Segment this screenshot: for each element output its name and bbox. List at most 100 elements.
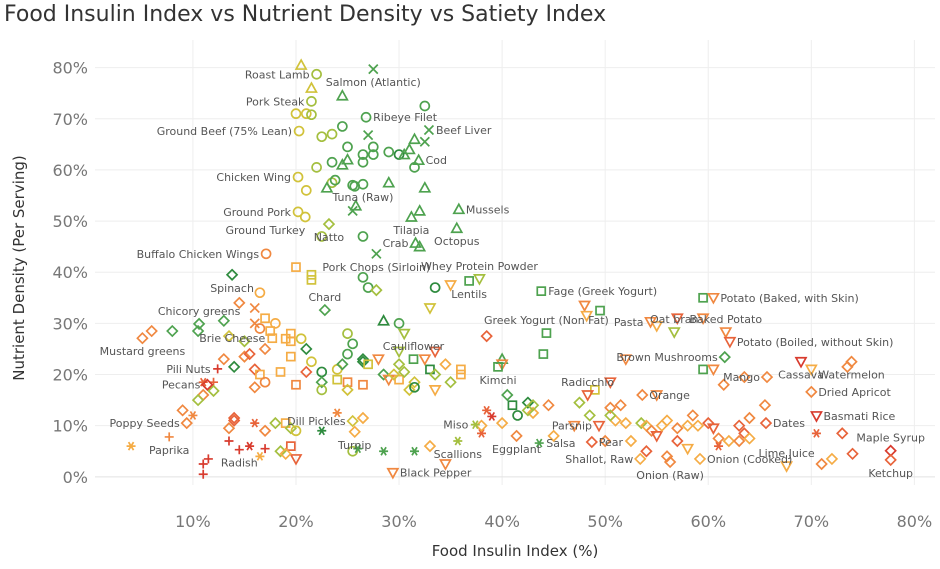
data-point-circle (316, 384, 328, 396)
y-tick-label: 40% (52, 263, 88, 282)
point-label: Ketchup (868, 467, 913, 480)
point-label: Chicory greens (158, 305, 241, 318)
data-point-cross (423, 124, 435, 136)
data-point-square (267, 333, 278, 344)
data-point-asterisk (477, 428, 487, 438)
data-point-triangle (349, 198, 363, 211)
point-label: Chicken Wing (216, 171, 291, 184)
data-point-diamond (408, 375, 421, 389)
data-point-diamond (836, 427, 849, 440)
data-point-diamond (671, 434, 684, 448)
point-label: Lentils (451, 288, 487, 301)
data-point-circle (393, 318, 405, 329)
data-point-circle (360, 111, 372, 123)
point-label: Onion (Cooked) (707, 453, 792, 466)
data-point-diamond (370, 283, 383, 297)
data-point-inverted-triangle (397, 328, 411, 341)
data-point-diamond (269, 416, 282, 430)
data-point-diamond (846, 447, 859, 461)
point-label: Pili Nuts (166, 363, 211, 376)
data-point-diamond (192, 317, 206, 331)
data-point-diamond (681, 419, 694, 432)
data-point-diamond (640, 445, 653, 458)
data-point-plus (198, 459, 208, 469)
data-point-diamond (222, 422, 236, 435)
data-point-cross (249, 302, 260, 314)
data-point-asterisk (245, 441, 255, 451)
data-point-diamond (663, 455, 677, 469)
data-point-triangle (335, 89, 349, 101)
point-label: Turnip (337, 439, 371, 452)
data-point-inverted-triangle (650, 431, 664, 443)
data-point-diamond (315, 375, 328, 389)
data-point-diamond (884, 453, 897, 467)
point-label: Basmati Rice (823, 410, 895, 423)
x-tick-label: 10% (175, 512, 211, 531)
data-point-diamond (238, 335, 251, 348)
data-point-plus (234, 445, 244, 455)
data-point-diamond (805, 385, 818, 399)
data-point-circle (254, 287, 266, 299)
data-point-asterisk (410, 446, 420, 456)
data-point-square (285, 351, 296, 362)
point-label: Natto (314, 231, 345, 244)
data-point-circle (362, 282, 374, 293)
point-labels: Roast Lamb Salmon (Atlantic) Pork Steak Gro… (100, 68, 925, 482)
point-label: Oat bran (650, 313, 698, 326)
x-tick-label: 20% (278, 512, 314, 531)
data-point-plus (224, 436, 234, 446)
data-point-inverted-triangle (723, 336, 737, 349)
x-tick-label: 70% (794, 512, 830, 531)
point-label: Pork Chops (Sirloin) (322, 261, 430, 274)
y-tick-label: 70% (52, 110, 88, 129)
data-point-asterisk (188, 410, 198, 420)
point-label: Potato (Baked, with Skin) (720, 292, 858, 305)
data-point-diamond (322, 217, 336, 231)
data-point-square (285, 441, 296, 451)
data-point-diamond (686, 409, 699, 422)
data-point-inverted-triangle (371, 354, 385, 366)
data-points (126, 58, 897, 480)
data-point-diamond (439, 358, 452, 371)
point-label: Dill Pickles (287, 415, 346, 428)
data-point-circle (367, 141, 379, 153)
data-point-diamond (348, 425, 361, 439)
data-point-diamond (732, 434, 746, 448)
data-point-triangle (397, 147, 411, 160)
point-label: Mussels (466, 203, 510, 216)
data-point-square (507, 400, 518, 411)
data-point-square (291, 379, 301, 390)
data-point-triangle (412, 153, 426, 166)
data-point-triangle (294, 58, 308, 70)
data-point-cross (363, 130, 374, 141)
data-point-diamond (428, 368, 442, 381)
data-point-triangle (404, 210, 418, 222)
y-tick-label: 30% (52, 314, 88, 333)
data-point-asterisk (255, 451, 265, 461)
data-point-square (342, 377, 353, 388)
data-point-square (698, 364, 708, 375)
data-point-diamond (660, 414, 674, 427)
gridlines (95, 40, 935, 485)
data-point-diamond (444, 375, 457, 389)
data-point-diamond (176, 404, 189, 417)
point-label: Onion (Raw) (636, 469, 704, 482)
point-label: Dried Apricot (818, 386, 891, 399)
data-point-diamond (743, 411, 756, 425)
data-point-diamond (526, 399, 540, 412)
data-point-inverted-triangle (580, 310, 594, 323)
data-point-diamond (377, 368, 390, 381)
point-label: Tilapia (392, 224, 429, 237)
point-label: Fage (Greek Yogurt) (548, 285, 657, 298)
data-point-inverted-triangle (382, 374, 396, 387)
chart-title: Food Insulin Index vs Nutrient Density v… (4, 2, 607, 27)
data-point-plus (164, 432, 174, 442)
point-label: Scallions (434, 448, 483, 461)
data-point-cross (368, 64, 379, 75)
data-point-diamond (702, 416, 715, 430)
data-point-diamond (619, 416, 633, 430)
data-point-diamond (573, 396, 586, 409)
data-point-diamond (583, 409, 596, 422)
data-point-circle (326, 128, 338, 140)
data-point-circle (311, 162, 322, 173)
